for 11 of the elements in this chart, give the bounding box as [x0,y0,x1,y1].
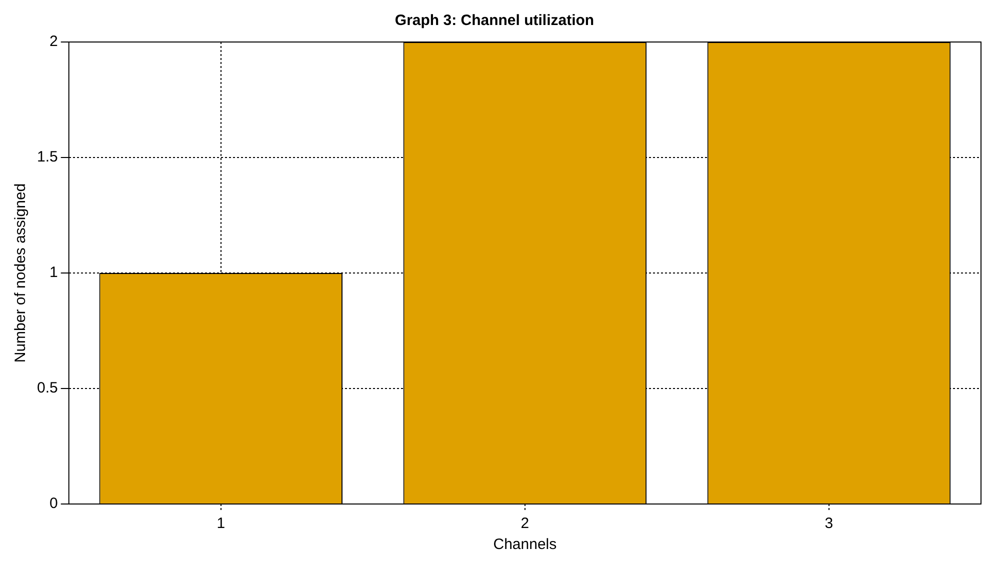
chart-title: Graph 3: Channel utilization [394,12,594,30]
x-tick-label: 1 [216,515,226,532]
y-tick-label: 2 [50,33,58,50]
x-tick-label: 2 [520,515,530,532]
y-tick-label: 1 [50,264,58,282]
y-axis-title: Number of nodes assigned [12,183,30,363]
y-tick-label: 0 [50,495,58,512]
x-tick-label: 3 [824,515,834,532]
y-tick-label: 0.5 [36,380,58,397]
y-tick-label: 1.5 [36,148,58,166]
x-axis-title: Channels [493,536,557,554]
